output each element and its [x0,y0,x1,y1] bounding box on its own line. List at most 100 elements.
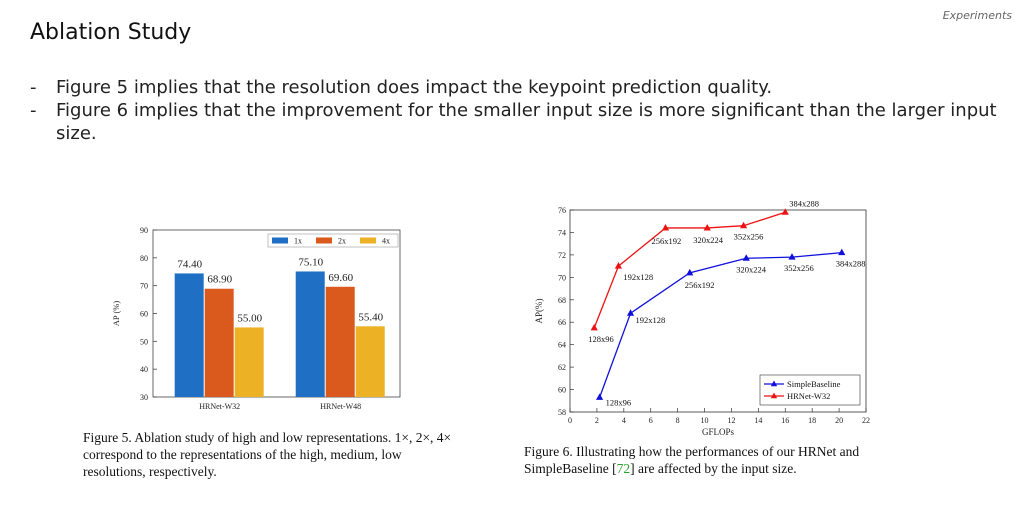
plot-frame [569,209,867,413]
figure6-caption-text-end: ] are affected by the input size. [630,461,797,476]
point-label: 192x128 [636,315,666,325]
y-tick-label: 40 [140,365,148,374]
bar-2x-HRNet-W32 [204,288,234,397]
y-tick-label: 70 [558,273,566,282]
x-tick-label: 12 [727,416,735,425]
y-tick-label: 90 [140,226,148,235]
y-tick-label: 66 [558,318,566,327]
y-tick-label: 74 [558,228,566,237]
y-tick-label: 30 [140,393,148,402]
x-tick-label: 6 [649,416,653,425]
figure6-line-chart: 0 2 4 6 8 10 12 14 16 18 20 2258606264666870727476G… [534,198,870,437]
figure5-chart-container: 30 40 50 60 70 80 90 AP (%) 74.40 68.90 55.00 HRNet… [105,222,410,417]
bar-2x-HRNet-W48 [325,286,355,397]
legend-swatch-4x [360,237,376,244]
x-tick-label: 2 [595,416,599,425]
series-marker-HRNet-W32 [781,208,789,215]
legend-label: 1x [294,237,302,246]
bullet-item: - Figure 5 implies that the resolution d… [30,76,1010,99]
series-marker-HRNet-W32 [590,323,598,331]
legend-label: HRNet-W32 [787,391,830,401]
bar-1x-HRNet-W32 [174,273,204,397]
legend-label: SimpleBaseline [787,379,841,389]
series-marker-HRNet-W32 [661,223,670,231]
series-marker-HRNet-W32 [614,262,623,269]
bullet-text: Figure 5 implies that the resolution doe… [56,77,773,98]
x-tick-label: 0 [568,416,572,425]
bullet-list: - Figure 5 implies that the resolution d… [30,76,1010,145]
y-axis-label: AP(%) [534,299,544,324]
series-marker-SimpleBaseline [596,393,604,400]
bar-value-label: 55.00 [237,312,262,324]
bullet-dash: - [30,100,37,121]
bullet-item: - Figure 6 implies that the improvement … [30,99,1010,145]
bar-value-label: 75.10 [298,256,323,268]
series-line-HRNet-W32 [593,211,786,329]
point-label: 256x192 [685,280,715,290]
point-label: 128x96 [588,334,614,344]
bullet-text: Figure 6 implies that the improvement fo… [56,100,997,144]
series-marker-HRNet-W32 [703,223,711,231]
x-tick-label: HRNet-W32 [199,402,240,411]
legend-label: 2x [338,237,346,246]
bar-1x-HRNet-W48 [295,271,325,397]
y-tick-label: 60 [140,310,148,319]
bar-value-label: 74.40 [177,258,202,270]
point-label: 320x224 [693,235,724,245]
point-label: 320x224 [736,264,767,274]
series-marker-HRNet-W32 [739,221,748,229]
legend-marker-HRNet-W32 [770,392,778,399]
legend-box [759,374,861,406]
figure5-caption: Figure 5. Ablation study of high and low… [83,430,452,479]
bar-4x-HRNet-W48 [355,326,385,397]
legend-box [267,233,399,248]
legend-marker-SimpleBaseline [770,380,778,387]
x-tick-label: 18 [808,416,816,425]
section-tag: Experiments [942,9,1012,22]
y-tick-label: 50 [140,337,148,346]
point-label: 128x96 [606,397,632,407]
y-tick-label: 80 [140,254,148,263]
y-tick-label: 72 [558,251,566,260]
series-marker-SimpleBaseline [838,248,846,256]
bar-value-label: 68.90 [207,274,232,286]
series-line-SimpleBaseline [598,251,842,398]
y-tick-label: 60 [558,386,566,395]
figure6-caption: Figure 6. Illustrating how the performan… [524,443,904,477]
point-label: 352x256 [734,232,764,242]
y-tick-label: 64 [558,341,566,350]
x-tick-label: 8 [676,416,680,425]
series-marker-SimpleBaseline [626,309,635,316]
legend-swatch-1x [272,237,288,244]
bar-value-label: 69.60 [328,272,353,284]
x-axis-label: GFLOPs [702,427,735,437]
point-label: 384x288 [789,200,819,208]
figure5-bar-chart: 30 40 50 60 70 80 90 AP (%) 74.40 68.90 55.00 HRNet… [111,226,401,411]
x-tick-label: 20 [835,416,843,425]
figure6-chart-container: 0 2 4 6 8 10 12 14 16 18 20 22 58 60 62 64 66 68 70 72 74 76 G… [528,198,873,440]
x-tick-label: 4 [622,416,626,425]
point-label: 384x288 [836,259,866,269]
legend-label: 4x [382,237,390,246]
x-tick-label: 14 [754,416,762,425]
y-tick-label: 62 [558,363,566,372]
y-axis-label: AP (%) [111,301,121,327]
series-marker-SimpleBaseline [686,268,694,276]
y-tick-label: 70 [140,282,148,291]
x-tick-label: HRNet-W48 [320,402,361,411]
figure6-citation-link[interactable]: 72 [616,461,631,476]
y-tick-label: 58 [558,408,566,417]
legend-swatch-2x [316,237,332,244]
series-marker-SimpleBaseline [788,253,796,260]
x-tick-label: 22 [862,416,870,425]
y-tick-label: 76 [558,206,566,215]
series-marker-SimpleBaseline [742,254,750,261]
x-tick-label: 16 [781,416,789,425]
slide-title: Ablation Study [30,20,192,45]
bullet-dash: - [30,77,37,98]
point-label: 352x256 [784,263,814,273]
x-tick-label: 10 [701,416,709,425]
figure6-caption-text: Figure 6. Illustrating how the performan… [524,444,860,476]
bar-value-label: 55.40 [358,311,383,323]
bar-4x-HRNet-W32 [234,327,264,397]
